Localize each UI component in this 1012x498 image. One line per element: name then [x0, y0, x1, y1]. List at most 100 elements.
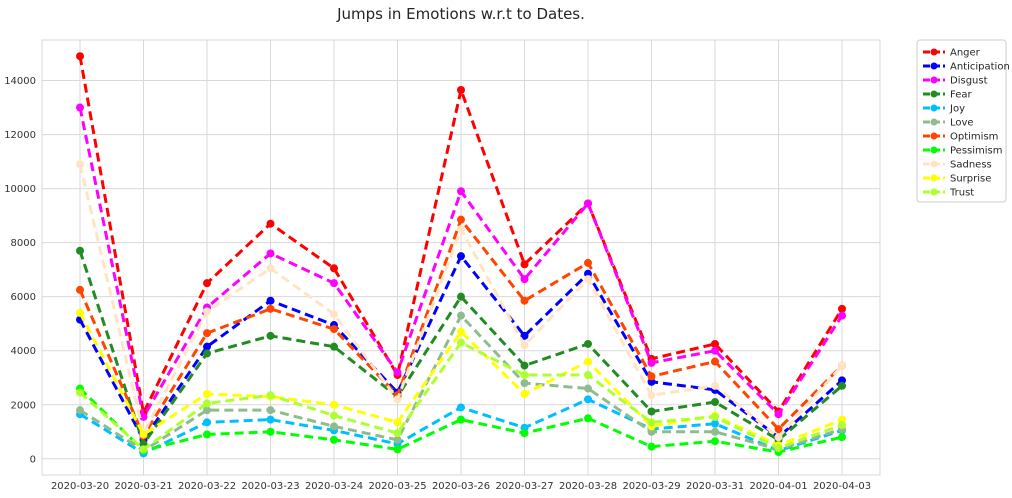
data-point: [584, 258, 592, 267]
legend-label: Fear: [950, 90, 972, 101]
chart-title: Jumps in Emotions w.r.t to Dates.: [336, 5, 585, 23]
data-point: [647, 407, 656, 416]
y-tick-label: 0: [30, 454, 36, 465]
legend-label: Joy: [949, 104, 965, 115]
data-point: [711, 357, 719, 366]
data-point: [457, 403, 465, 412]
data-point: [203, 430, 211, 439]
data-point: [330, 342, 338, 351]
data-point: [838, 421, 846, 430]
x-tick-label: 2020-04-03: [813, 481, 871, 492]
data-point: [76, 308, 84, 317]
data-point: [393, 445, 402, 454]
data-point: [584, 199, 592, 208]
data-point: [266, 331, 275, 340]
legend-item-trust: Trust: [923, 188, 974, 199]
data-point: [457, 215, 465, 224]
data-point: [393, 429, 402, 438]
data-point: [584, 357, 592, 366]
data-point: [266, 304, 275, 313]
data-point: [838, 361, 846, 370]
data-point: [457, 187, 465, 196]
legend-item-optimism: Optimism: [923, 132, 998, 143]
data-point: [203, 418, 211, 427]
data-point: [457, 252, 465, 261]
data-point: [711, 381, 719, 390]
data-point: [330, 411, 338, 420]
x-axis-ticks: 2020-03-20 2020-03-21 2020-03-22 2020-03-23…: [51, 481, 871, 492]
data-point: [520, 371, 529, 380]
data-point: [457, 311, 465, 320]
x-tick-label: 2020-03-28: [559, 481, 617, 492]
x-tick-label: 2020-03-21: [114, 481, 172, 492]
legend-label: Anger: [950, 48, 981, 59]
y-tick-label: 12000: [4, 130, 36, 141]
y-tick-label: 8000: [11, 238, 36, 249]
legend-item-disgust: Disgust: [923, 76, 988, 87]
data-point: [266, 427, 275, 436]
legend: Anger Anticipation Disgust Fear Joy Love Optim…: [916, 39, 1010, 203]
data-point: [711, 398, 719, 407]
legend-marker: [930, 160, 938, 168]
data-point: [647, 442, 656, 451]
y-tick-label: 6000: [11, 292, 36, 303]
data-point: [266, 296, 275, 305]
data-point: [774, 410, 783, 419]
x-tick-label: 2020-03-31: [686, 481, 744, 492]
data-point: [393, 368, 402, 377]
data-point: [520, 429, 529, 438]
data-point: [584, 395, 592, 404]
data-point: [266, 415, 275, 424]
y-tick-label: 4000: [11, 346, 36, 357]
legend-label: Surprise: [950, 174, 991, 185]
data-point: [711, 339, 719, 348]
plot-area: 0 2000 4000 6000 8000 10000 12000 14000 2020-03…: [4, 39, 881, 492]
data-point: [139, 412, 148, 421]
legend-label: Trust: [949, 188, 974, 199]
data-point: [584, 384, 592, 393]
data-point: [393, 395, 402, 404]
data-point: [76, 388, 84, 397]
data-point: [520, 379, 529, 388]
data-point: [520, 260, 529, 269]
data-point: [838, 311, 846, 320]
legend-marker: [930, 76, 938, 84]
legend-marker: [930, 188, 938, 196]
data-point: [139, 445, 148, 454]
series-trust: [76, 338, 846, 454]
data-point: [266, 219, 275, 228]
legend-item-fear: Fear: [923, 90, 972, 101]
data-point: [393, 418, 402, 427]
data-point: [838, 304, 846, 313]
data-point: [711, 437, 719, 446]
data-point: [76, 103, 84, 112]
x-tick-label: 2020-03-24: [305, 481, 363, 492]
legend-label: Anticipation: [950, 62, 1010, 73]
data-point: [711, 427, 719, 436]
data-point: [457, 292, 465, 301]
data-point: [774, 433, 783, 442]
data-point: [330, 264, 338, 273]
legend-label: Optimism: [950, 132, 998, 143]
legend-marker: [930, 62, 938, 70]
legend-label: Disgust: [950, 76, 988, 87]
legend-item-sadness: Sadness: [923, 160, 992, 171]
x-tick-label: 2020-03-25: [368, 481, 426, 492]
data-point: [76, 285, 84, 294]
data-point: [647, 418, 656, 427]
legend-item-anticipation: Anticipation: [923, 62, 1010, 73]
x-tick-label: 2020-03-22: [178, 481, 236, 492]
legend-item-pessimism: Pessimism: [923, 146, 1003, 157]
x-tick-label: 2020-03-27: [495, 481, 553, 492]
x-tick-label: 2020-03-20: [51, 481, 109, 492]
data-point: [584, 371, 592, 380]
data-point: [711, 346, 719, 355]
data-point: [520, 361, 529, 370]
x-tick-label: 2020-03-26: [432, 481, 490, 492]
data-point: [457, 225, 465, 234]
data-point: [76, 160, 84, 169]
data-point: [520, 275, 529, 284]
y-axis-ticks: 0 2000 4000 6000 8000 10000 12000 14000: [4, 76, 36, 465]
data-point: [584, 339, 592, 348]
